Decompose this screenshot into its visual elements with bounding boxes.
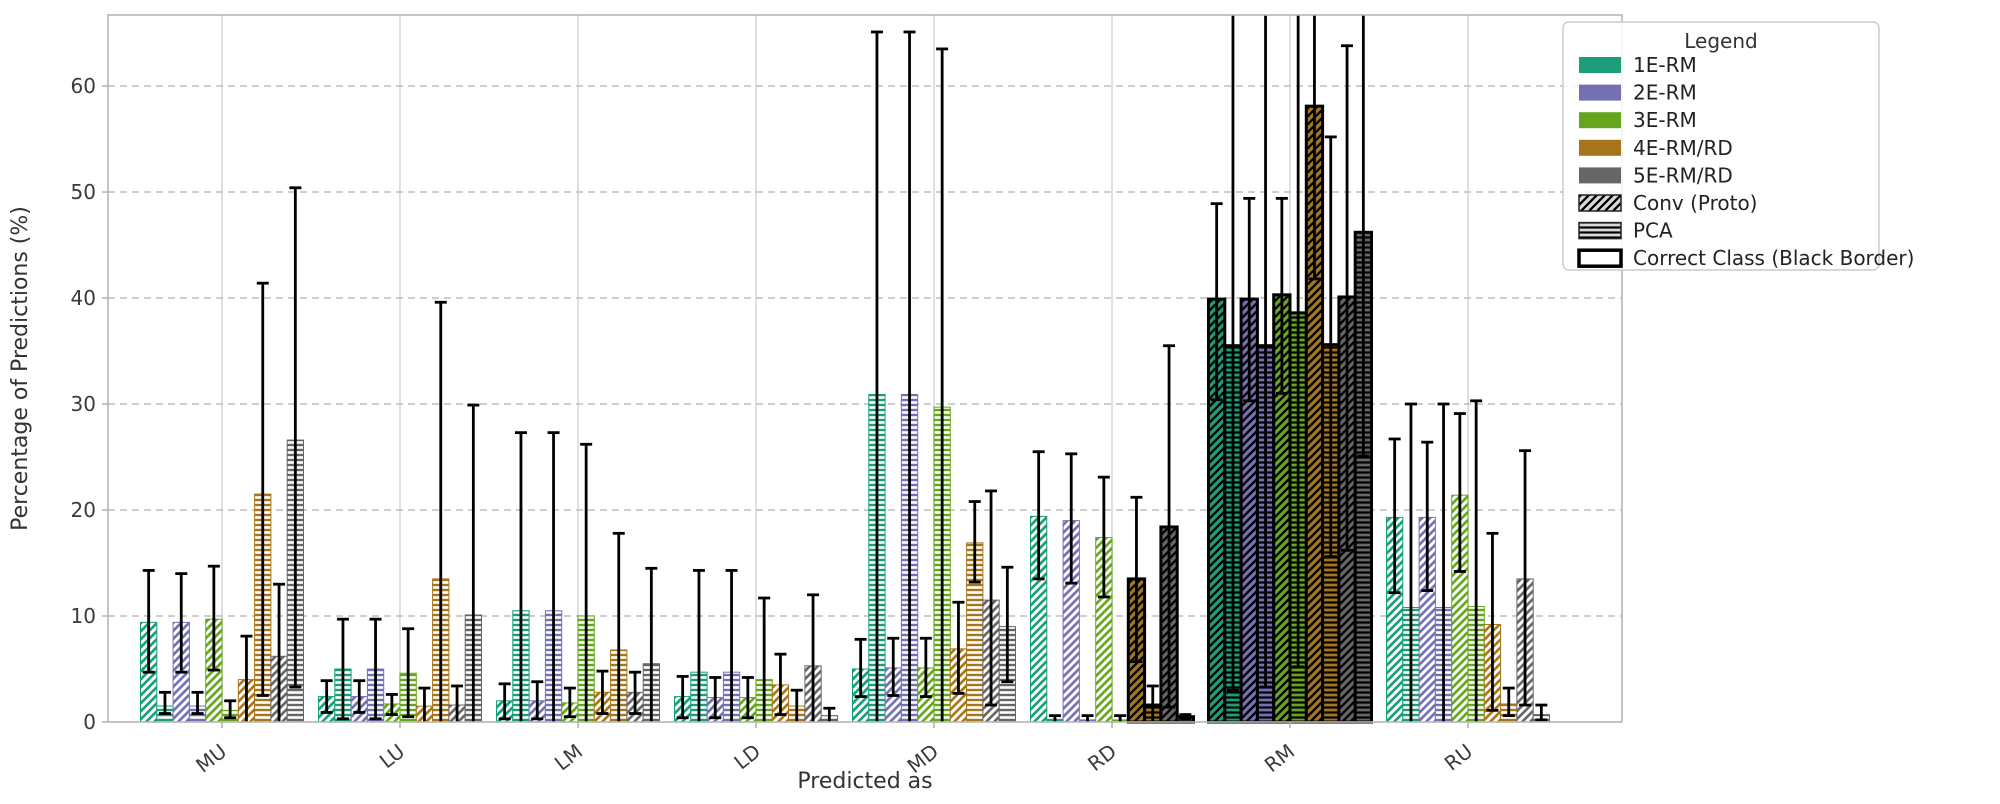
legend-item-label: Correct Class (Black Border) (1633, 246, 1914, 270)
legend-item-pca: PCA (1578, 219, 1673, 243)
legend-item-1e-rm: 1E-RM (1579, 53, 1697, 77)
legend-swatch (1579, 167, 1621, 184)
x-tick-label: RU (1440, 739, 1477, 775)
y-tick-label: 40 (71, 286, 96, 310)
x-tick-label: LU (375, 739, 409, 773)
legend-title: Legend (1684, 29, 1757, 53)
legend-item-label: 1E-RM (1633, 53, 1697, 77)
legend-swatch (1579, 57, 1621, 73)
legend-swatch-hatch (1578, 221, 1622, 240)
legend-item-correct-class-black-border-: Correct Class (Black Border) (1577, 246, 1914, 270)
legend-item-conv-proto-: Conv (Proto) (1578, 191, 1757, 215)
y-tick-label: 50 (71, 180, 96, 204)
plot-border (107, 14, 1623, 723)
legend-item-label: PCA (1633, 219, 1673, 243)
y-tick-label: 0 (83, 710, 96, 734)
y-axis-label: Percentage of Predictions (%) (8, 206, 33, 531)
legend-swatch-border (1577, 248, 1623, 268)
x-tick-label: MU (191, 739, 231, 778)
legend-item-label: Conv (Proto) (1633, 191, 1757, 215)
y-axis: 0 10 20 30 40 50 60 (71, 74, 108, 734)
legend-item-label: 5E-RM/RD (1633, 163, 1733, 187)
x-tick-label: RD (1083, 739, 1121, 776)
legend-item-5e-rm-rd: 5E-RM/RD (1579, 163, 1733, 187)
x-tick-label: LD (729, 739, 765, 774)
error-bars (142, 15, 1548, 722)
x-tick-label: LM (550, 739, 587, 775)
y-tick-label: 20 (71, 498, 96, 522)
y-tick-label: 60 (71, 74, 96, 98)
x-tick-label: RM (1260, 739, 1299, 777)
y-tick-label: 10 (71, 604, 96, 628)
legend-swatch (1579, 112, 1621, 129)
axes-spines (107, 14, 1623, 723)
legend-item-3e-rm: 3E-RM (1579, 108, 1697, 132)
legend-item-2e-rm: 2E-RM (1579, 81, 1697, 105)
legend-item-4e-rm-rd: 4E-RM/RD (1579, 136, 1733, 160)
legend-box (1562, 21, 1880, 271)
legend-item-label: 3E-RM (1633, 108, 1697, 132)
legend-item-label: 4E-RM/RD (1633, 136, 1733, 160)
legend-swatch (1579, 84, 1621, 101)
legend-swatch-hatch (1578, 194, 1622, 212)
legend-swatch (1579, 139, 1621, 156)
x-axis-label: Predicted as (797, 769, 932, 794)
y-tick-label: 30 (71, 392, 96, 416)
legend-item-label: 2E-RM (1633, 81, 1697, 105)
